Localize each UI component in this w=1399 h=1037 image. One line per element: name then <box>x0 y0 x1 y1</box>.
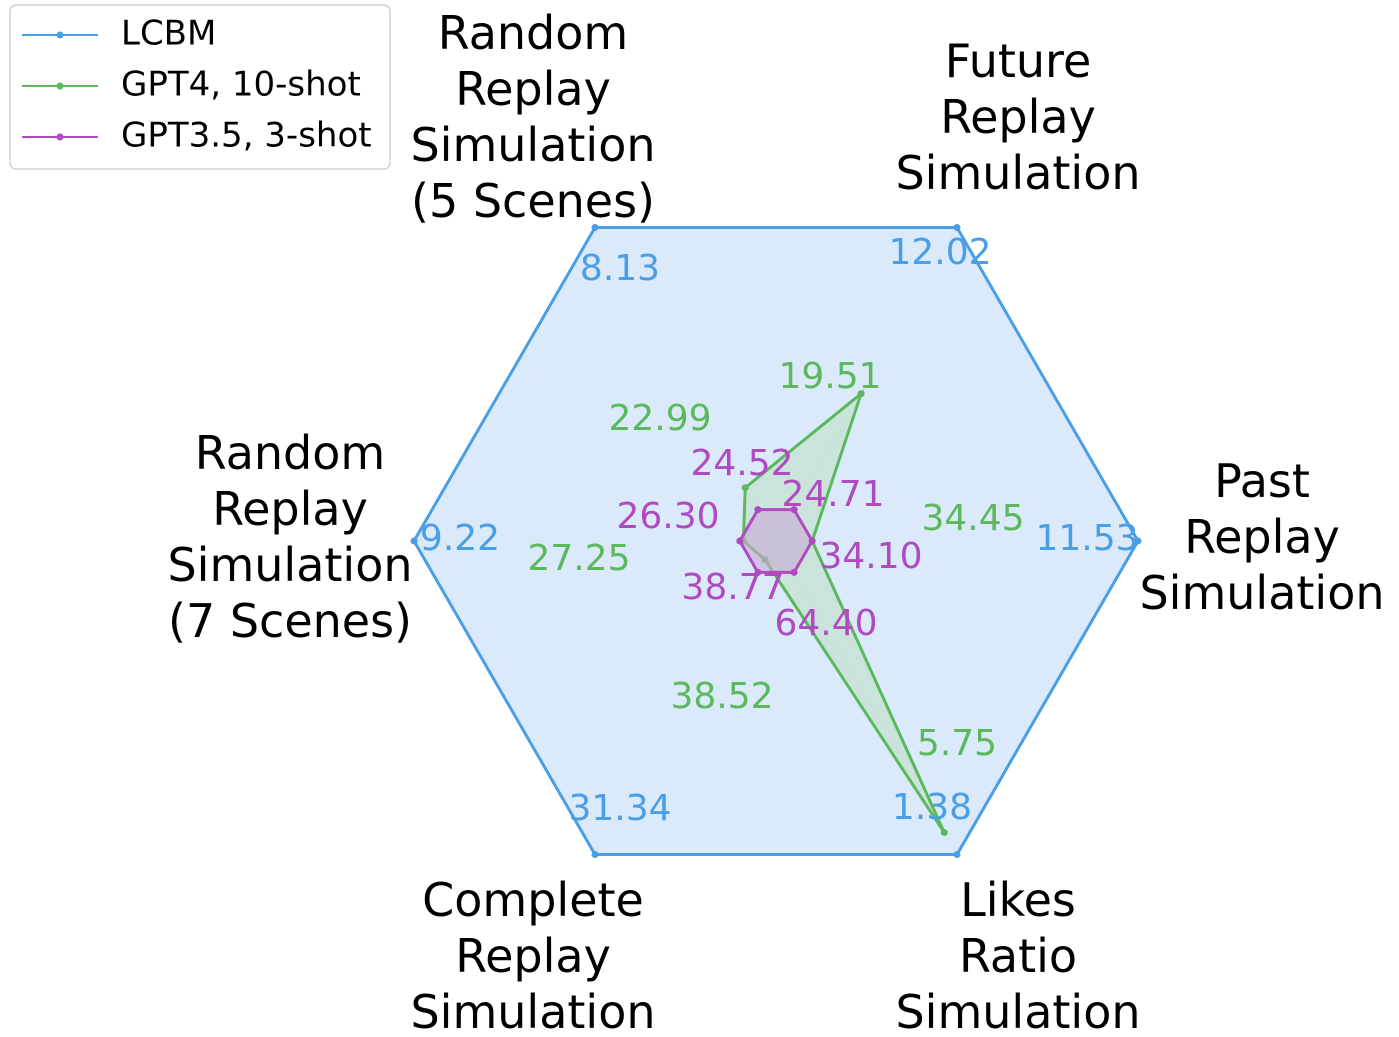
axis-label-line: (7 Scenes) <box>168 594 412 648</box>
axis-label-line: Complete <box>422 873 644 927</box>
axis-label-line: (5 Scenes) <box>411 174 655 228</box>
axis-label-complete: Complete Replay Simulation <box>410 873 655 1037</box>
axis-label-line: Simulation <box>410 118 655 172</box>
data-point-2-random5 <box>754 506 762 514</box>
legend: LCBM GPT4, 10-shot GPT3.5, 3-shot <box>9 4 391 170</box>
data-label-1-complete: 38.52 <box>670 676 773 717</box>
axis-label-line: Simulation <box>895 985 1140 1037</box>
data-point-2-complete <box>754 568 762 576</box>
axis-label-line: Replay <box>455 62 611 116</box>
data-label-0-past: 11.53 <box>1035 518 1138 559</box>
axis-label-line: Replay <box>455 929 611 983</box>
data-label-2-past: 24.71 <box>781 474 884 515</box>
axis-label-line: Ratio <box>959 929 1077 983</box>
data-point-2-past <box>808 537 816 545</box>
data-label-1-random7: 27.25 <box>527 538 630 579</box>
data-point-0-complete <box>591 851 599 859</box>
axis-label-line: Future <box>945 34 1092 88</box>
axis-label-line: Random <box>195 426 385 480</box>
axis-label-line: Replay <box>940 90 1096 144</box>
axis-label-random7: Random Replay Simulation (7 Scenes) <box>167 426 412 648</box>
axis-label-line: Replay <box>1184 510 1340 564</box>
data-label-2-future: 34.10 <box>819 536 922 577</box>
data-label-2-random5: 24.52 <box>690 443 793 484</box>
data-point-0-likes <box>953 851 961 859</box>
series-2 <box>736 506 816 576</box>
data-point-1-likes <box>940 829 948 837</box>
data-point-1-random5 <box>741 484 749 492</box>
data-point-2-random7 <box>736 537 744 545</box>
data-label-0-likes: 1.38 <box>892 787 972 828</box>
legend-marker-0 <box>56 31 64 39</box>
axis-label-line: Simulation <box>410 985 655 1037</box>
data-label-2-complete: 38.77 <box>681 567 784 608</box>
data-label-2-random7: 26.30 <box>616 496 719 537</box>
data-label-1-random5: 22.99 <box>608 398 711 439</box>
data-point-0-random7 <box>410 537 418 545</box>
axis-label-line: Likes <box>960 873 1076 927</box>
data-point-0-past <box>1134 537 1142 545</box>
data-point-0-future <box>953 223 961 231</box>
axis-label-future: Future Replay Simulation <box>895 34 1140 200</box>
legend-box <box>9 4 391 170</box>
legend-marker-2 <box>56 133 64 141</box>
data-label-2-likes: 64.40 <box>774 603 877 644</box>
data-label-1-future: 19.51 <box>778 356 881 397</box>
data-point-1-future <box>857 390 865 398</box>
axis-label-line: Past <box>1214 454 1310 508</box>
legend-label-0: LCBM <box>121 14 216 54</box>
data-label-0-random7: 9.22 <box>420 518 500 559</box>
axis-label-likes: Likes Ratio Simulation <box>895 873 1140 1037</box>
axis-label-past: Past Replay Simulation <box>1139 454 1384 620</box>
legend-label-2: GPT3.5, 3-shot <box>121 116 372 156</box>
axis-label-line: Simulation <box>1139 566 1384 620</box>
legend-marker-1 <box>56 82 64 90</box>
data-point-2-likes <box>790 568 798 576</box>
data-label-0-random5: 8.13 <box>580 248 660 289</box>
axis-label-line: Simulation <box>895 146 1140 200</box>
axis-label-line: Simulation <box>167 538 412 592</box>
axis-label-random5: Random Replay Simulation (5 Scenes) <box>410 6 655 228</box>
axis-label-line: Random <box>438 6 628 60</box>
data-point-2-future <box>790 506 798 514</box>
data-label-0-complete: 31.34 <box>568 788 671 829</box>
data-label-0-future: 12.02 <box>888 232 991 273</box>
data-point-0-random5 <box>591 223 599 231</box>
data-label-1-past: 34.45 <box>921 498 1024 539</box>
data-label-1-likes: 5.75 <box>917 723 997 764</box>
legend-label-1: GPT4, 10-shot <box>121 65 361 105</box>
axis-label-line: Replay <box>212 482 368 536</box>
